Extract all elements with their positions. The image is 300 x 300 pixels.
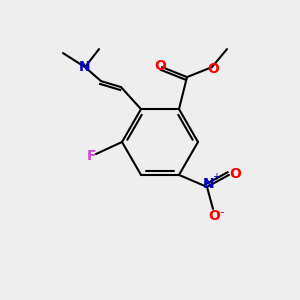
Text: N: N [203,177,215,191]
Text: N: N [79,60,91,74]
Text: F: F [86,149,96,163]
Text: O: O [154,59,166,73]
Text: O: O [207,62,219,76]
Text: O: O [229,167,241,181]
Text: O: O [208,209,220,223]
Text: +: + [212,172,220,182]
Text: -: - [220,206,224,219]
